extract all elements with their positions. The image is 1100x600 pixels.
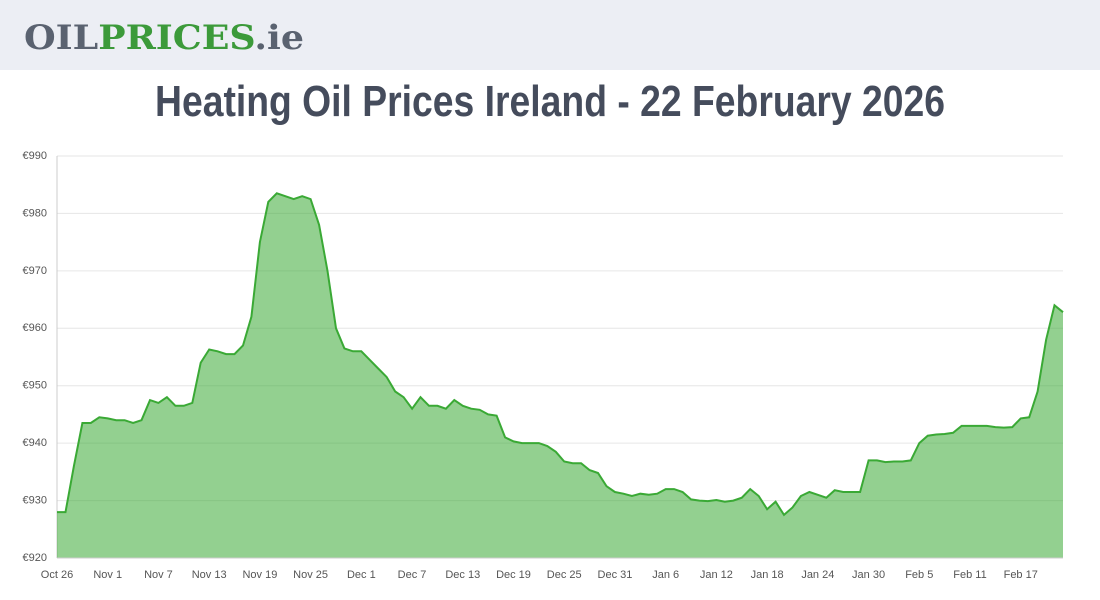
x-tick-label: Jan 12 — [700, 569, 733, 581]
x-tick-label: Nov 19 — [242, 569, 277, 581]
x-tick-label: Oct 26 — [41, 569, 73, 581]
x-tick-label: Jan 30 — [852, 569, 885, 581]
y-tick-label: €980 — [23, 207, 47, 219]
y-tick-label: €990 — [23, 150, 47, 162]
x-tick-label: Dec 1 — [347, 569, 376, 581]
x-tick-label: Jan 18 — [751, 569, 784, 581]
x-tick-label: Dec 13 — [445, 569, 480, 581]
x-tick-label: Feb 11 — [953, 569, 986, 581]
x-tick-label: Dec 31 — [598, 569, 633, 581]
y-tick-label: €970 — [23, 265, 47, 277]
y-tick-label: €940 — [23, 437, 47, 449]
header-bar — [0, 0, 1100, 70]
x-tick-label: Feb 17 — [1004, 569, 1038, 581]
x-tick-label: Jan 6 — [652, 569, 679, 581]
area-fill — [57, 193, 1063, 559]
logo-part: OIL — [24, 18, 98, 58]
x-tick-label: Dec 25 — [547, 569, 582, 581]
x-tick-label: Feb 5 — [905, 569, 933, 581]
x-tick-label: Nov 1 — [93, 569, 122, 581]
area-line — [57, 192, 1064, 517]
logo-part: PRICES — [98, 18, 254, 58]
x-tick-label: Nov 13 — [192, 569, 227, 581]
y-tick-label: €960 — [23, 322, 47, 334]
x-tick-label: Nov 25 — [293, 569, 328, 581]
plot: €920 €930 €940 €950 €960 €970 €980 €990 Oct 26 No… — [23, 150, 1064, 581]
x-tick-label: Dec 19 — [496, 569, 531, 581]
y-tick-label: €920 — [23, 552, 47, 564]
chart-title: Heating Oil Prices Ireland - 22 February… — [155, 77, 945, 126]
logo-part: .ie — [254, 18, 304, 58]
logo[interactable]: OIL PRICES .ie — [24, 18, 304, 58]
y-tick-label: €950 — [23, 380, 47, 392]
x-tick-label: Dec 7 — [398, 569, 427, 581]
y-tick-label: €930 — [23, 494, 47, 506]
x-tick-label: Jan 24 — [801, 569, 834, 581]
x-tick-label: Nov 7 — [144, 569, 173, 581]
